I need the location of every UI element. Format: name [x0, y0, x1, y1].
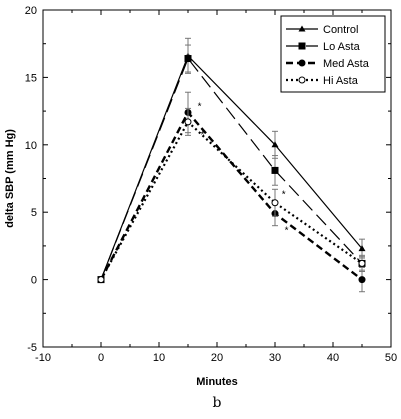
y-tick-label: 20	[25, 5, 37, 17]
x-tick-label: 10	[153, 352, 165, 364]
data-point	[271, 199, 279, 207]
legend-entry: Control	[323, 24, 358, 36]
x-tick-label: 0	[98, 352, 104, 364]
data-point	[358, 259, 366, 267]
legend-entry: Hi Asta	[323, 75, 359, 87]
y-tick-label: 0	[31, 275, 37, 287]
legend-swatch-marker	[298, 25, 306, 32]
legend-swatch-marker	[298, 42, 306, 50]
series-hi-asta	[97, 107, 366, 284]
y-tick-label: 10	[25, 140, 37, 152]
significance-mark: *	[198, 102, 202, 113]
x-tick-label: 40	[327, 352, 339, 364]
data-point	[271, 141, 279, 148]
data-point	[358, 245, 366, 252]
legend-swatch-marker	[298, 59, 306, 67]
series-line	[100, 57, 363, 280]
series-line	[99, 110, 363, 281]
data-point	[184, 118, 192, 126]
y-tick-label: 15	[25, 72, 37, 84]
x-tick-label: 20	[211, 352, 223, 364]
data-point	[97, 276, 105, 284]
significance-mark: *	[285, 226, 289, 237]
y-tick-label: 5	[31, 207, 37, 219]
series-med-asta	[97, 91, 366, 293]
data-point	[358, 276, 366, 284]
annotations: * * * *	[198, 102, 289, 237]
series-lines	[97, 37, 366, 293]
x-tick-label: -10	[35, 352, 51, 364]
legend-entry: Med Asta	[323, 58, 370, 70]
y-axis-title: delta SBP (mm Hg)	[4, 129, 16, 228]
significance-mark: *	[201, 130, 205, 141]
significance-mark: *	[282, 189, 286, 200]
x-tick-label: 50	[385, 352, 397, 364]
tick-labels: -10 0 10 20 30 40 50 -5 0 5 10 15 20	[25, 5, 397, 364]
axes	[42, 9, 392, 348]
data-point	[184, 55, 192, 63]
legend-swatch-marker	[298, 76, 306, 84]
data-point	[271, 166, 279, 174]
legend: Control Lo Asta Med Asta Hi Asta	[280, 15, 386, 93]
x-tick-label: 30	[269, 352, 281, 364]
series-line	[100, 120, 363, 281]
legend-entry: Lo Asta	[323, 41, 361, 53]
x-axis-title: Minutes	[196, 376, 238, 388]
y-tick-label: -5	[27, 342, 37, 354]
panel-label: b	[213, 395, 222, 411]
